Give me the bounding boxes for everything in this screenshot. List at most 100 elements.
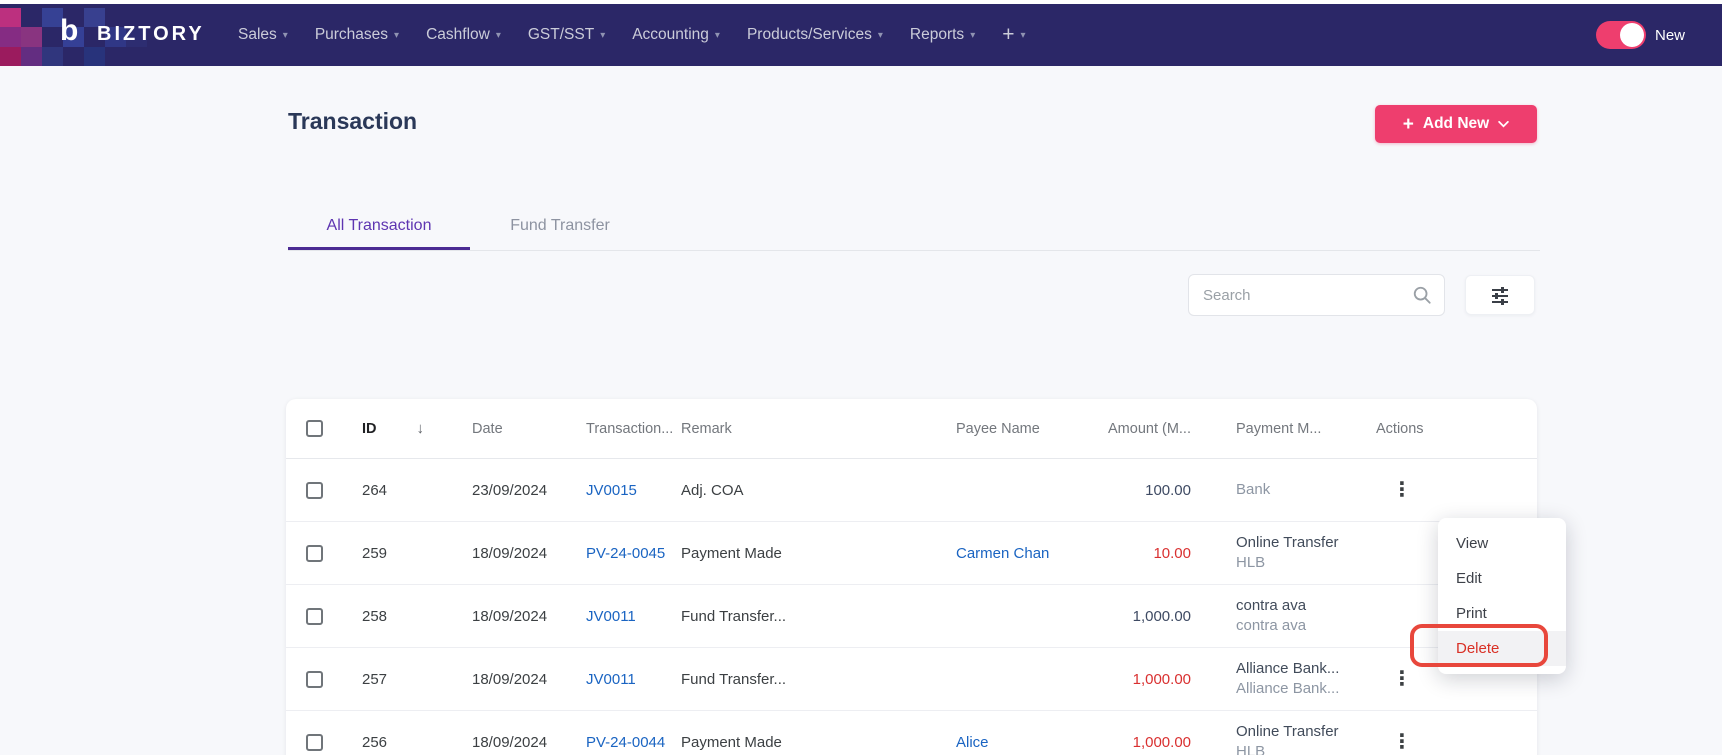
caret-down-icon: ▾ (394, 29, 400, 41)
payment-method-line1: Online Transfer (1236, 534, 1339, 551)
table-row: 258 18/09/2024 JV0011 Fund Transfer... 1… (286, 585, 1537, 648)
nav-item-label: Purchases (314, 26, 389, 43)
nav-item-label: + (1002, 23, 1015, 46)
nav-item-purchases[interactable]: Purchases ▾ (315, 26, 399, 44)
cell-id: 259 (362, 544, 388, 562)
cell-payment-method: Online Transfer HLB (1191, 722, 1376, 755)
header-remark[interactable]: Remark (681, 420, 732, 437)
add-new-label: Add New (1422, 115, 1490, 132)
row-actions-menu: View Edit Print Delete (1438, 518, 1566, 674)
transaction-number-link[interactable]: JV0015 (586, 481, 637, 499)
table-row: 257 18/09/2024 JV0011 Fund Transfer... 1… (286, 648, 1537, 711)
cell-remark: Payment Made (681, 733, 782, 751)
biztory-logo-icon: b (60, 14, 79, 47)
page-title: Transaction (288, 108, 418, 134)
logo[interactable]: b BIZTORY (0, 4, 230, 66)
nav-item-cashflow[interactable]: Cashflow ▾ (426, 26, 501, 44)
cell-payment-method: Bank (1191, 480, 1376, 500)
cell-remark: Fund Transfer... (681, 670, 787, 688)
cell-payment-method: contra ava contra ava (1191, 596, 1376, 636)
add-new-button[interactable]: + Add New (1375, 105, 1537, 143)
nav-item-gst-sst[interactable]: GST/SST ▾ (528, 26, 605, 44)
menu-item-edit[interactable]: Edit (1456, 570, 1482, 587)
payment-method-line1: Alliance Bank... (1236, 660, 1340, 677)
payee-name-link[interactable]: Alice (956, 733, 989, 751)
cell-remark: Fund Transfer... (681, 607, 787, 625)
table-header-row: ID ↓ Date Transaction... Remark Payee Na… (286, 399, 1537, 459)
cell-remark: Payment Made (681, 544, 782, 562)
menu-item-view[interactable]: View (1456, 535, 1489, 552)
header-transaction[interactable]: Transaction... (586, 420, 674, 437)
search-icon (1413, 286, 1431, 304)
filter-button[interactable] (1465, 275, 1535, 315)
cell-date: 23/09/2024 (472, 481, 548, 499)
new-toggle-label: New (1654, 26, 1685, 44)
search-input[interactable] (1189, 286, 1412, 304)
sort-descending-icon[interactable]: ↓ (416, 420, 425, 437)
nav-item-label: GST/SST (527, 26, 595, 43)
select-all-checkbox[interactable] (306, 420, 323, 437)
row-actions-button[interactable]: ⋮ (1392, 668, 1412, 690)
payment-method-line2: HLB (1236, 554, 1266, 571)
payee-name-link[interactable]: Carmen Chan (956, 544, 1050, 562)
cell-payment-method: Alliance Bank... Alliance Bank... (1191, 659, 1376, 699)
logo-mosaic-background (0, 8, 147, 66)
payment-method-line1: Online Transfer (1236, 723, 1339, 740)
header-id[interactable]: ID ↓ (362, 420, 425, 437)
caret-down-icon: ▾ (1020, 29, 1026, 41)
transaction-number-link[interactable]: PV-24-0045 (586, 544, 666, 562)
row-checkbox[interactable] (306, 733, 323, 751)
row-checkbox[interactable] (306, 544, 323, 562)
plus-icon: + (1402, 113, 1414, 135)
cell-date: 18/09/2024 (472, 733, 548, 751)
menu-item-delete[interactable]: Delete (1438, 631, 1566, 666)
header-payment-method[interactable]: Payment M... (1236, 420, 1322, 437)
transaction-table-card: ID ↓ Date Transaction... Remark Payee Na… (286, 399, 1537, 755)
table-row: 264 23/09/2024 JV0015 Adj. COA 100.00 Ba… (286, 459, 1537, 522)
cell-date: 18/09/2024 (472, 670, 548, 688)
header-amount[interactable]: Amount (M... (1108, 420, 1191, 437)
row-checkbox[interactable] (306, 481, 323, 499)
nav-item-label: Accounting (632, 26, 709, 43)
cell-date: 18/09/2024 (472, 607, 548, 625)
menu-item-print[interactable]: Print (1456, 605, 1487, 622)
row-checkbox[interactable] (306, 670, 323, 688)
transaction-number-link[interactable]: JV0011 (586, 607, 636, 625)
caret-down-icon: ▾ (877, 29, 883, 41)
brand-name: BIZTORY (97, 23, 205, 45)
payment-method-line1: Bank (1236, 481, 1271, 498)
nav-item-products-services[interactable]: Products/Services ▾ (747, 26, 883, 44)
nav-item-label: Reports (909, 26, 965, 43)
payment-method-line1: contra ava (1236, 597, 1307, 614)
cell-amount: 1,000.00 (1132, 607, 1191, 625)
nav-item-reports[interactable]: Reports ▾ (910, 26, 975, 44)
cell-amount: 100.00 (1145, 481, 1191, 499)
row-actions-button[interactable]: ⋮ (1392, 479, 1412, 501)
tab-fund-transfer[interactable]: Fund Transfer (510, 216, 610, 234)
row-checkbox[interactable] (306, 607, 323, 625)
table-row: 259 18/09/2024 PV-24-0045 Payment Made C… (286, 522, 1537, 585)
caret-down-icon: ▾ (600, 29, 606, 41)
row-actions-button[interactable]: ⋮ (1392, 731, 1412, 753)
header-payee-name[interactable]: Payee Name (956, 420, 1040, 437)
cell-id: 264 (362, 481, 388, 499)
transaction-number-link[interactable]: PV-24-0044 (586, 733, 666, 751)
tab-bar: All Transaction Fund Transfer (288, 204, 1540, 251)
nav-item-accounting[interactable]: Accounting ▾ (632, 26, 720, 44)
caret-down-icon: ▾ (495, 29, 501, 41)
tab-all-transaction[interactable]: All Transaction (288, 204, 470, 250)
caret-down-icon: ▾ (970, 29, 976, 41)
payment-method-line2: contra ava (1236, 617, 1307, 634)
nav-item-label: Sales (238, 26, 277, 43)
payment-method-line2: HLB (1236, 743, 1266, 755)
top-navbar: b BIZTORY Sales ▾ Purchases ▾ Cashflow ▾ GST/S… (0, 4, 1722, 66)
chevron-down-icon (1498, 120, 1509, 127)
transaction-number-link[interactable]: JV0011 (586, 670, 636, 688)
caret-down-icon: ▾ (282, 29, 288, 41)
nav-item-add[interactable]: + ▾ (1002, 23, 1025, 47)
nav-item-sales[interactable]: Sales ▾ (238, 26, 288, 44)
new-ui-toggle[interactable] (1595, 21, 1646, 49)
nav-item-label: Products/Services (746, 26, 872, 43)
header-date[interactable]: Date (472, 420, 503, 437)
cell-date: 18/09/2024 (472, 544, 548, 562)
